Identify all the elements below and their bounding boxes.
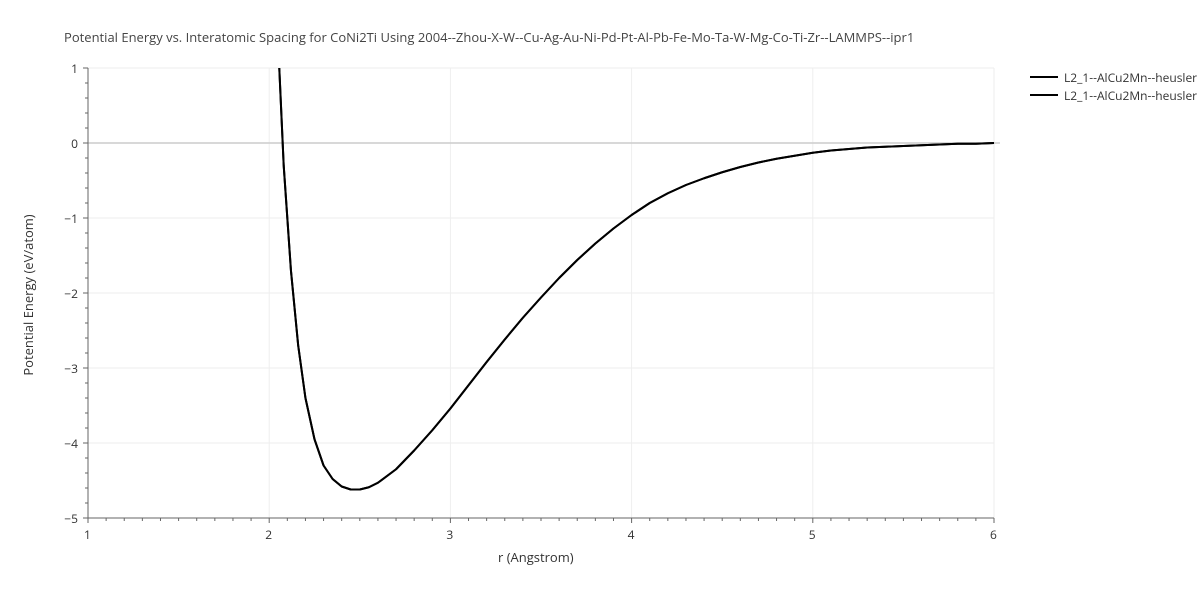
legend-entry[interactable]: L2_1--AlCu2Mn--heusler — [1030, 86, 1197, 104]
y-tick-label: −4 — [64, 435, 78, 452]
legend-swatch — [1030, 94, 1058, 96]
x-tick-label: 5 — [809, 526, 816, 543]
x-tick-label: 3 — [446, 526, 453, 543]
y-tick-label: −1 — [64, 210, 78, 227]
legend-label: L2_1--AlCu2Mn--heusler — [1064, 87, 1197, 104]
x-tick-label: 1 — [84, 526, 91, 543]
x-tick-label: 4 — [628, 526, 635, 543]
x-tick-label: 6 — [990, 526, 997, 543]
x-tick-label: 2 — [265, 526, 272, 543]
y-tick-label: 1 — [71, 60, 78, 77]
legend-swatch — [1030, 76, 1058, 78]
legend: L2_1--AlCu2Mn--heuslerL2_1--AlCu2Mn--heu… — [1030, 68, 1197, 104]
plot-svg[interactable] — [0, 0, 1200, 600]
y-tick-label: −3 — [64, 360, 78, 377]
legend-label: L2_1--AlCu2Mn--heusler — [1064, 69, 1197, 86]
y-tick-label: −2 — [64, 285, 78, 302]
y-tick-label: −5 — [64, 510, 78, 527]
y-tick-label: 0 — [71, 135, 78, 152]
chart-container: { "chart": { "type": "line", "title": "P… — [0, 0, 1200, 600]
legend-entry[interactable]: L2_1--AlCu2Mn--heusler — [1030, 68, 1197, 86]
